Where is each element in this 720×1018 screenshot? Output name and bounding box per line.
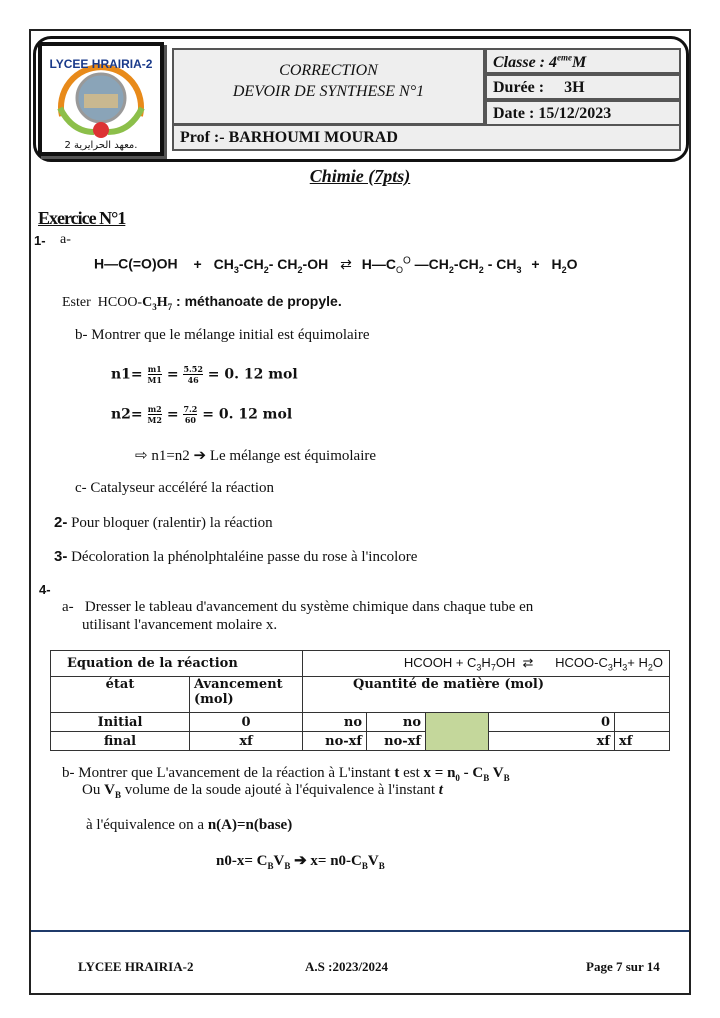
q4b-line1: b- Montrer que L'avancement de la réacti…	[62, 765, 510, 783]
n1-formula: n1= m1 M1 = 5.52 46 = 0. 12 mol	[111, 364, 298, 385]
svg-text:معهد الحرايرية 2.: معهد الحرايرية 2.	[65, 140, 138, 151]
classe-cell: Classe : 4emeM	[485, 48, 681, 74]
water-formula: H2O	[551, 255, 578, 275]
table-row: final xf no-xf no-xf xf xf	[50, 731, 670, 751]
ester-formula: C3H7	[142, 295, 173, 312]
etat-header: état	[50, 676, 190, 713]
footer-divider	[31, 930, 689, 932]
q2-line: 2- Pour bloquer (ralentir) la réaction	[54, 514, 273, 532]
q4a-text2: utilisant l'avancement molaire x.	[82, 617, 278, 633]
svg-text:LYCEE HRAIRIA-2: LYCEE HRAIRIA-2	[50, 57, 153, 71]
q4a-text: a- Dresser le tableau d'avancement du sy…	[62, 599, 534, 615]
title-devoir: DEVOIR DE SYNTHESE N°1	[232, 83, 425, 100]
q1-number: 1-	[34, 233, 46, 248]
q4-number: 4-	[39, 582, 51, 597]
ester-line: Ester HCOO-C3H7 : méthanoate de propyle.	[62, 293, 342, 312]
q3-line: 3- Décoloration la phénolphtaléine passe…	[54, 548, 417, 566]
highlight-cell	[425, 712, 489, 751]
formic-acid-formula: H—C(=O)OH	[94, 255, 178, 272]
footer-school: LYCEE HRAIRIA-2	[78, 959, 194, 974]
q4b-line2: Ou VB volume de la soude ajouté à l'équi…	[82, 782, 443, 800]
equimolar-conclusion: ⇨ n1=n2 ➔ Le mélange est équimolaire	[135, 448, 377, 464]
q1b-text: b- Montrer que le mélange initial est éq…	[75, 327, 370, 343]
reaction-equation: H—C(=O)OH + CH3-CH2- CH2-OH ⇄ H—COO —CH2…	[94, 255, 578, 275]
page-frame	[29, 29, 691, 995]
avancement-header: Avancement (mol)	[189, 676, 303, 713]
quantite-header: Quantité de matière (mol)	[302, 676, 670, 713]
n2-formula: n2= m2 M2 = 7.2 60 = 0. 12 mol	[111, 404, 293, 425]
eq-label: Equation de la réaction	[50, 650, 303, 677]
date-cell: Date : 15/12/2023	[485, 100, 681, 126]
q4b-result: n0-x= CBVB ➔ x= n0-CBVB	[216, 853, 385, 871]
school-logo: LYCEE HRAIRIA-2 معهد الحرايرية 2.	[38, 42, 164, 156]
duree-cell: Durée : 3H	[485, 74, 681, 100]
footer-year: A.S :2023/2024	[305, 959, 389, 974]
q2-number: 2-	[54, 514, 68, 531]
exercise-title: Exercice N°1	[38, 208, 126, 228]
title-correction: CORRECTION	[279, 62, 378, 79]
title-box: CORRECTION DEVOIR DE SYNTHESE N°1	[172, 48, 485, 125]
ester-label: Ester HCOO-	[62, 295, 143, 310]
section-title: Chimie (7pts)	[309, 166, 411, 186]
table-equation: HCOOH + C3H7OH ⇄ HCOO-C3H3+ H2O	[302, 650, 670, 677]
q3-number: 3-	[54, 548, 68, 565]
prof-cell: Prof :- BARHOUMI MOURAD	[172, 124, 681, 151]
ester-name: : méthanoate de propyle.	[172, 293, 342, 309]
table-row: Initial 0 no no 0	[50, 712, 670, 751]
q2-text: Pour bloquer (ralentir) la réaction	[71, 515, 273, 531]
q1a-label: a-	[60, 232, 71, 247]
q4b-line3: à l'équivalence on a n(A)=n(base)	[86, 817, 293, 833]
q1c-text: c- Catalyseur accéléré la réaction	[75, 480, 275, 496]
footer-page: Page 7 sur 14	[586, 959, 660, 974]
q3-text: Décoloration la phénolphtaléine passe du…	[71, 549, 418, 565]
avancement-table: Equation de la réaction HCOOH + C3H7OH ⇄ …	[50, 650, 670, 751]
